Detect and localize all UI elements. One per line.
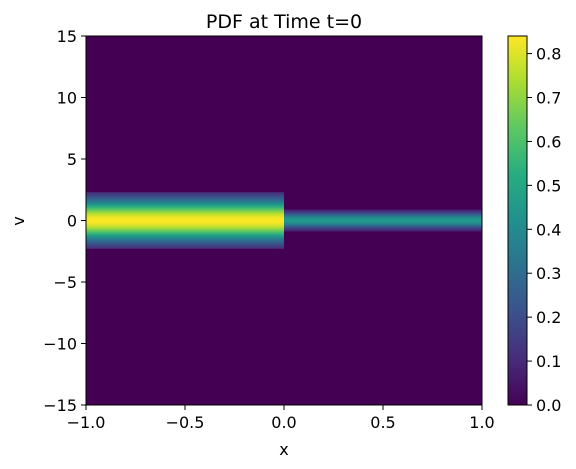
x-axis-ticks: −1.0 −0.5 0.0 0.5 1.0 [67,405,495,432]
x-tick-label: −0.5 [166,413,205,432]
colorbar-tick-label: 0.5 [536,176,561,195]
heatmap-plot-area [85,35,483,406]
x-tick-label: −1.0 [67,413,106,432]
x-axis-label: x [279,440,288,459]
colorbar-tick-label: 0.0 [536,396,561,415]
colorbar: 0.0 0.1 0.2 0.3 0.4 0.5 0.6 0.7 0.8 [507,35,561,415]
colorbar-tick-label: 0.3 [536,264,561,283]
x-tick-label: 0.5 [370,413,395,432]
colorbar-tick-label: 0.6 [536,132,561,151]
y-tick-label: −15 [43,396,77,415]
colorbar-tick-label: 0.1 [536,352,561,371]
x-tick-label: 0.0 [271,413,296,432]
colorbar-tick-label: 0.4 [536,220,561,239]
colorbar-tick-label: 0.8 [536,45,561,64]
heatmap-band-1 [86,192,284,249]
colorbar-gradient [508,36,527,405]
y-tick-label: 0 [67,212,77,231]
heatmap-band-2 [284,209,482,232]
colorbar-frame [507,35,528,406]
chart-title: PDF at Time t=0 [206,11,362,33]
colorbar-tick-label: 0.7 [536,89,561,108]
y-tick-label: 10 [57,89,77,108]
y-tick-label: 5 [67,150,77,169]
y-axis-label: v [9,216,28,225]
y-tick-label: −5 [53,273,77,292]
y-tick-label: −10 [43,335,77,354]
y-axis-ticks: −15 −10 −5 0 5 10 15 [43,27,86,415]
colorbar-tick-label: 0.2 [536,308,561,327]
y-tick-label: 15 [57,27,77,46]
x-tick-label: 1.0 [469,413,494,432]
